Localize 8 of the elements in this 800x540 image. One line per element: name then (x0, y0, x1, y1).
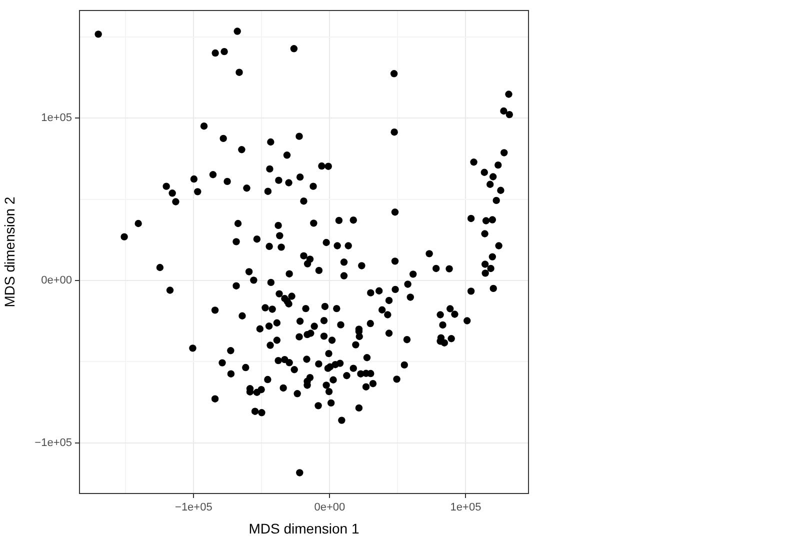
x-axis-title: MDS dimension 1 (248, 520, 360, 536)
y-tick-label: 1e+05 (41, 112, 72, 124)
x-tick-label: 1e+05 (450, 502, 482, 514)
y-tick-label: 0e+00 (41, 274, 72, 287)
y-tick-label: −1e+05 (34, 436, 72, 449)
x-tick-label: 0e+00 (314, 502, 346, 514)
y-axis-title: MDS dimension 2 (1, 196, 18, 308)
x-tick-label: −1e+05 (175, 502, 212, 514)
